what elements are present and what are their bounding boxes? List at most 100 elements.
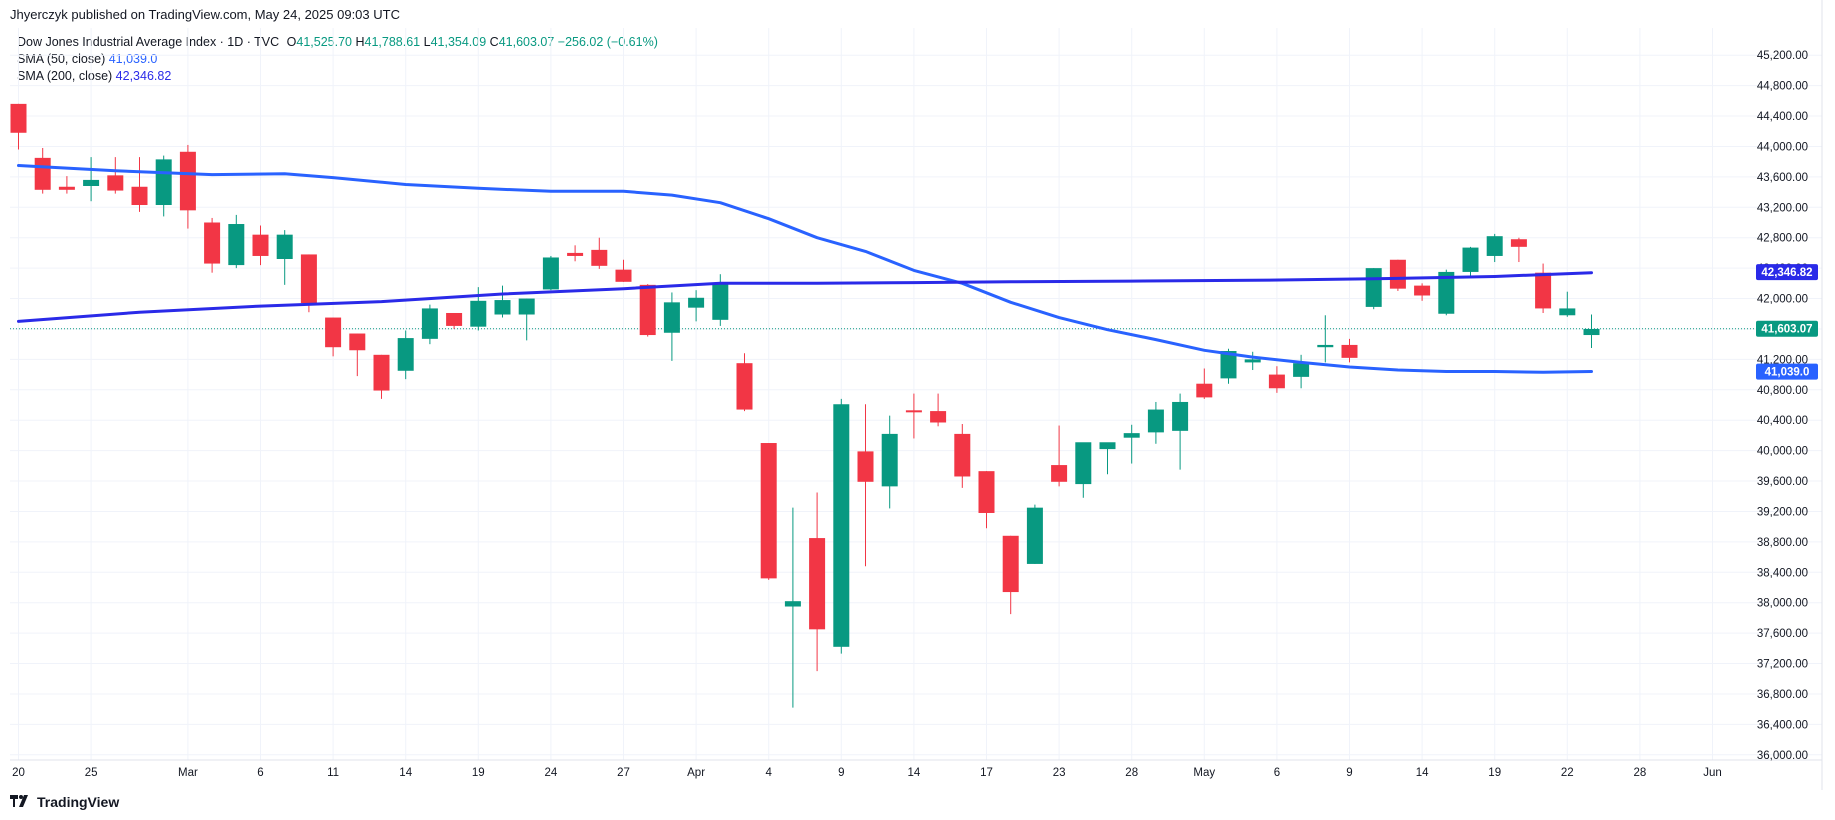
legend-low-label: L — [423, 35, 431, 49]
legend-symbol[interactable]: Dow Jones Industrial Average Index · 1D … — [17, 35, 280, 49]
legend-open-value: 41,525.70 — [296, 35, 352, 49]
legend-change-value: −256.02 (−0.61%) — [557, 35, 658, 49]
price-axis[interactable]: 36,000.00 36,400.00 36,800.00 37,200.00 37,6… — [1757, 50, 1808, 762]
candle-body — [1026, 507, 1043, 564]
candle-body — [58, 186, 75, 190]
candle-body — [1051, 465, 1068, 482]
y-tick-label: 44,000.00 — [1757, 141, 1808, 153]
candle-body — [1510, 239, 1527, 247]
candle-body — [760, 443, 777, 579]
x-tick-label: 24 — [545, 767, 558, 779]
candle-body — [446, 312, 463, 326]
x-tick-label: 19 — [472, 767, 485, 779]
x-tick-label: Apr — [687, 767, 705, 779]
candle-body — [1414, 285, 1431, 296]
y-tick-label: 44,800.00 — [1757, 81, 1808, 93]
candle-body — [1147, 409, 1164, 433]
x-tick-label: 6 — [1274, 767, 1280, 779]
legend-sma200-row[interactable]: SMA (200, close) 42,346.82 — [17, 68, 658, 85]
y-tick-label: 42,800.00 — [1757, 233, 1808, 245]
tradingview-brand-label: TradingView — [37, 794, 120, 810]
y-tick-label: 44,400.00 — [1757, 111, 1808, 123]
sma50-line — [17, 164, 1593, 374]
x-tick-label: 11 — [327, 767, 339, 779]
y-tick-label: 40,800.00 — [1757, 385, 1808, 397]
x-tick-label: 9 — [838, 767, 844, 779]
candle-body — [905, 410, 922, 413]
legend-sma200-label: SMA (200, close) — [17, 69, 113, 83]
candle-body — [300, 254, 317, 304]
legend-close-value: 41,603.07 — [498, 35, 555, 49]
tradingview-brand[interactable]: TradingView — [10, 794, 119, 810]
x-tick-label: 28 — [1125, 767, 1138, 779]
candle-body — [833, 404, 850, 647]
x-tick-label: 25 — [85, 767, 98, 779]
x-tick-label: 6 — [257, 767, 263, 779]
last-price-tag-bg — [1756, 320, 1818, 337]
candle-body — [1172, 401, 1189, 431]
y-tick-label: 41,200.00 — [1757, 354, 1808, 366]
candle-body — [373, 354, 390, 391]
candle-body — [1002, 535, 1019, 593]
y-tick-label: 38,000.00 — [1757, 598, 1808, 610]
sma-lines — [17, 164, 1593, 374]
sma200-price-tag-bg — [1756, 264, 1818, 281]
y-tick-label: 38,400.00 — [1757, 567, 1808, 579]
candle-body — [615, 269, 632, 282]
candle-body — [736, 363, 753, 410]
candle-body — [179, 151, 196, 211]
x-tick-label: 17 — [980, 767, 993, 779]
candle-body — [397, 338, 414, 371]
candle-body — [34, 157, 51, 190]
candle-body — [1220, 351, 1237, 379]
candle-body — [494, 300, 511, 315]
candle-body — [228, 224, 245, 266]
last-price-tag-label: 41,603.07 — [1761, 324, 1812, 336]
candlestick-series — [10, 103, 1600, 708]
x-tick-label: 14 — [908, 767, 921, 779]
candle-body — [204, 222, 221, 264]
sma200-line — [17, 271, 1593, 323]
y-tick-label: 43,600.00 — [1757, 172, 1808, 184]
candle-body — [107, 175, 124, 191]
candle-body — [1535, 272, 1552, 309]
legend-high-label: H — [355, 35, 365, 49]
published-header: Jhyerczyk published on TradingView.com, … — [10, 7, 400, 22]
y-tick-label: 37,200.00 — [1757, 659, 1808, 671]
candle-body — [930, 411, 947, 423]
y-tick-label: 38,800.00 — [1757, 537, 1808, 549]
candle-body — [349, 333, 366, 351]
x-tick-label: 4 — [765, 767, 772, 779]
candle-body — [131, 186, 148, 206]
candle-body — [1196, 383, 1213, 398]
candle-body — [276, 234, 293, 259]
y-tick-label: 36,400.00 — [1757, 719, 1808, 731]
x-tick-label: 9 — [1346, 767, 1352, 779]
price-tags: 42,346.82 41,603.07 41,039.0 — [1756, 264, 1818, 380]
candle-body — [155, 159, 172, 206]
legend-sma200-value: 42,346.82 — [115, 69, 172, 83]
x-tick-label: Jun — [1703, 767, 1722, 779]
legend-close-label: C — [489, 35, 499, 49]
candle-body — [542, 257, 559, 290]
x-tick-label: 14 — [1416, 767, 1429, 779]
candle-body — [1244, 359, 1261, 363]
candle-body — [954, 433, 971, 477]
candle-body — [1293, 363, 1310, 377]
candle-body — [978, 471, 995, 513]
candle-body — [1099, 442, 1116, 450]
x-tick-label: 20 — [12, 767, 25, 779]
candle-body — [784, 601, 801, 607]
y-tick-label: 37,600.00 — [1757, 628, 1808, 640]
x-tick-label: May — [1193, 767, 1215, 779]
x-tick-label: 28 — [1634, 767, 1647, 779]
candle-body — [325, 317, 342, 348]
candle-body — [1341, 344, 1358, 358]
sma50-price-tag-bg — [1756, 363, 1818, 380]
candle-body — [1075, 442, 1092, 485]
time-axis[interactable]: 20 25 Mar 6 11 14 19 24 27 Apr 4 9 14 17 23 28 May 6 9 14 19… — [12, 767, 1722, 779]
candle-body — [1268, 374, 1285, 389]
candle-body — [591, 249, 608, 266]
candle-body — [1317, 344, 1334, 348]
